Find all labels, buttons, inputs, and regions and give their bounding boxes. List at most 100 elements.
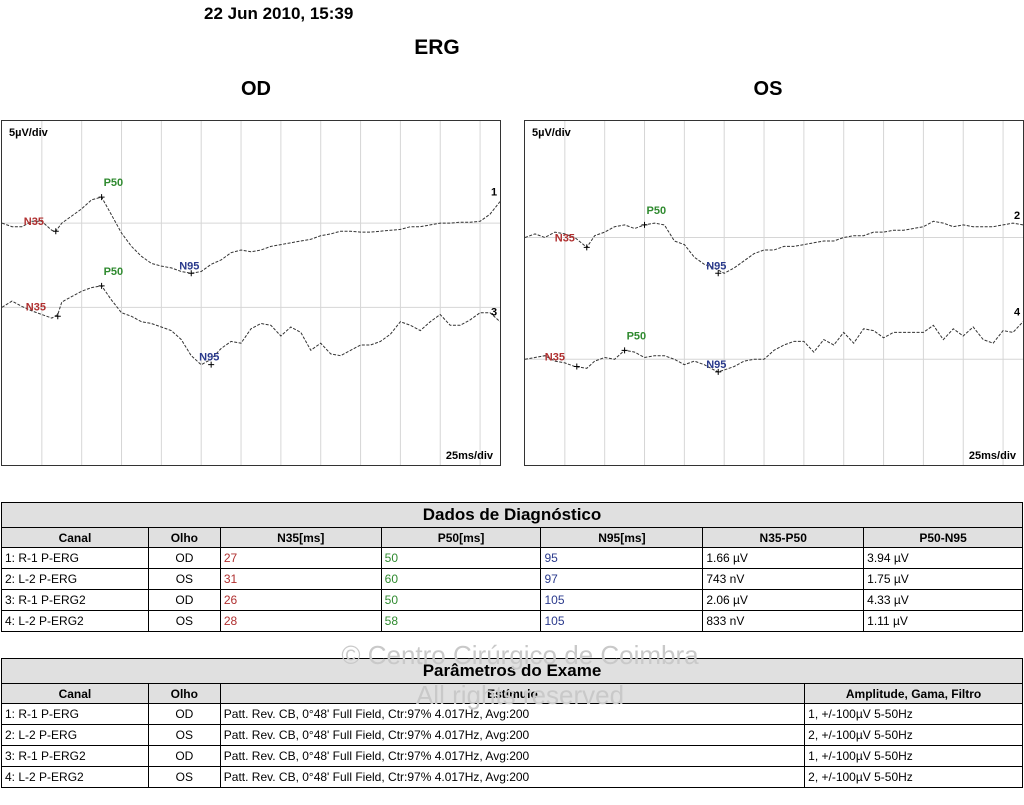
marker-cross — [208, 361, 215, 368]
marker-label-p50: P50 — [104, 177, 124, 189]
trace-number-label: 4 — [1014, 307, 1021, 319]
table-cell: 2, +/-100µV 5-50Hz — [804, 766, 1023, 788]
table-cell: 1.75 µV — [863, 568, 1023, 590]
exam-parameters-caption: Parâmetros do Exame — [1, 658, 1023, 684]
od-panel-title: OD — [241, 78, 271, 100]
parameters-row: 4: L-2 P-ERG2 OS Patt. Rev. CB, 0°48' Full… — [1, 766, 1023, 788]
marker-cross — [715, 368, 722, 375]
table-cell: 28 — [219, 610, 382, 632]
table-cell: 58 — [380, 610, 542, 632]
marker-label-p50: P50 — [647, 205, 667, 217]
table-cell: 2.06 µV — [702, 589, 865, 611]
table-cell: 50 — [380, 547, 542, 569]
table-cell: 833 nV — [702, 610, 865, 632]
marker-cross — [715, 270, 722, 277]
table-cell: 3.94 µV — [863, 547, 1023, 569]
marker-cross — [52, 228, 59, 235]
os-y-scale-label: 5µV/div — [532, 127, 571, 139]
table-cell: Patt. Rev. CB, 0°48' Full Field, Ctr:97%… — [219, 724, 806, 746]
erg-trace-1 — [2, 196, 500, 274]
os-erg-plot: 2 4 N35 P50 N95 N35 P50 N95 5µV/div 25ms/div — [524, 120, 1024, 466]
marker-cross — [641, 221, 648, 228]
erg-trace-2 — [525, 220, 1023, 274]
os-erg-svg: 2 4 N35 P50 N95 N35 P50 N95 — [525, 121, 1023, 465]
table-cell: 743 nV — [702, 568, 865, 590]
erg-trace-3 — [2, 285, 500, 366]
diagnostic-row: 3: R-1 P-ERG2 OD 26 50 105 2.06 µV 4.33 µV — [1, 589, 1023, 611]
marker-cross — [188, 270, 195, 277]
table-cell: 3: R-1 P-ERG2 — [1, 745, 149, 767]
trace-number-label: 2 — [1014, 210, 1020, 222]
column-header: Canal — [1, 527, 149, 548]
table-cell: 26 — [219, 589, 382, 611]
table-cell: OD — [147, 703, 221, 725]
marker-label-n95: N95 — [706, 260, 726, 272]
diagnostic-table-caption: Dados de Diagnóstico — [1, 502, 1023, 528]
marker-cross — [573, 363, 580, 370]
table-cell: OS — [147, 568, 221, 590]
column-header: Canal — [1, 683, 149, 704]
parameters-row: 3: R-1 P-ERG2 OD Patt. Rev. CB, 0°48' Full… — [1, 745, 1023, 767]
marker-label-n35: N35 — [24, 216, 44, 228]
table-cell: 105 — [540, 589, 704, 611]
marker-label-n95: N95 — [199, 352, 219, 364]
column-header: N35[ms] — [219, 527, 382, 548]
od-erg-svg: 1 3 N35 P50 N95 N35 P50 N95 — [2, 121, 500, 465]
column-header: Olho — [147, 683, 221, 704]
table-cell: Patt. Rev. CB, 0°48' Full Field, Ctr:97%… — [219, 703, 806, 725]
table-cell: 1, +/-100µV 5-50Hz — [804, 703, 1023, 725]
parameters-row: 2: L-2 P-ERG OS Patt. Rev. CB, 0°48' Full … — [1, 724, 1023, 746]
exam-datetime: 22 Jun 2010, 15:39 — [204, 4, 354, 23]
diagnostic-row: 4: L-2 P-ERG2 OS 28 58 105 833 nV 1.11 µV — [1, 610, 1023, 632]
marker-label-n95: N95 — [706, 359, 726, 371]
diagnostic-table-header: Canal Olho N35[ms] P50[ms] N95[ms] N35-P50 P50… — [1, 527, 1023, 548]
exam-parameters-header: Canal Olho Estímulo Amplitude, Gama, Filtro — [1, 683, 1023, 704]
marker-label-p50: P50 — [627, 330, 647, 342]
od-y-scale-label: 5µV/div — [9, 127, 48, 139]
table-cell: 1: R-1 P-ERG — [1, 547, 149, 569]
table-cell: 60 — [380, 568, 542, 590]
trace-number-label: 3 — [491, 307, 497, 319]
marker-label-n35: N35 — [26, 301, 46, 313]
table-cell: 1: R-1 P-ERG — [1, 703, 149, 725]
table-cell: 27 — [219, 547, 382, 569]
table-cell: 4: L-2 P-ERG2 — [1, 766, 149, 788]
table-cell: 95 — [540, 547, 704, 569]
parameters-row: 1: R-1 P-ERG OD Patt. Rev. CB, 0°48' Full … — [1, 703, 1023, 725]
table-cell: 105 — [540, 610, 704, 632]
table-cell: OD — [147, 547, 221, 569]
marker-label-p50: P50 — [104, 266, 124, 278]
erg-trace-4 — [525, 321, 1023, 373]
exam-parameters-table: Parâmetros do Exame Canal Olho Estímulo Amp… — [1, 658, 1023, 788]
table-cell: 31 — [219, 568, 382, 590]
table-cell: 3: R-1 P-ERG2 — [1, 589, 149, 611]
column-header: Olho — [147, 527, 221, 548]
marker-cross — [98, 282, 105, 289]
os-x-scale-label: 25ms/div — [968, 450, 1016, 462]
marker-cross — [621, 347, 628, 354]
table-cell: OS — [147, 766, 221, 788]
marker-cross — [98, 194, 105, 201]
trace-number-label: 1 — [491, 187, 497, 199]
report-title: ERG — [414, 36, 460, 59]
marker-cross — [54, 313, 61, 320]
table-cell: OS — [147, 724, 221, 746]
diagnostic-row: 2: L-2 P-ERG OS 31 60 97 743 nV 1.75 µV — [1, 568, 1023, 590]
column-header: Amplitude, Gama, Filtro — [804, 683, 1023, 704]
table-cell: 1.66 µV — [702, 547, 865, 569]
table-cell: 1.11 µV — [863, 610, 1023, 632]
column-header: P50-N95 — [863, 527, 1023, 548]
marker-label-n95: N95 — [179, 260, 199, 272]
table-cell: OD — [147, 745, 221, 767]
table-cell: 1, +/-100µV 5-50Hz — [804, 745, 1023, 767]
column-header: N95[ms] — [540, 527, 704, 548]
marker-cross — [583, 244, 590, 251]
table-cell: 4: L-2 P-ERG2 — [1, 610, 149, 632]
column-header: N35-P50 — [702, 527, 865, 548]
table-cell: 4.33 µV — [863, 589, 1023, 611]
watermark-rights: All rights reserved — [415, 680, 625, 710]
table-cell: 50 — [380, 589, 542, 611]
table-cell: Patt. Rev. CB, 0°48' Full Field, Ctr:97%… — [219, 766, 806, 788]
marker-label-n35: N35 — [545, 351, 565, 363]
table-cell: Patt. Rev. CB, 0°48' Full Field, Ctr:97%… — [219, 745, 806, 767]
